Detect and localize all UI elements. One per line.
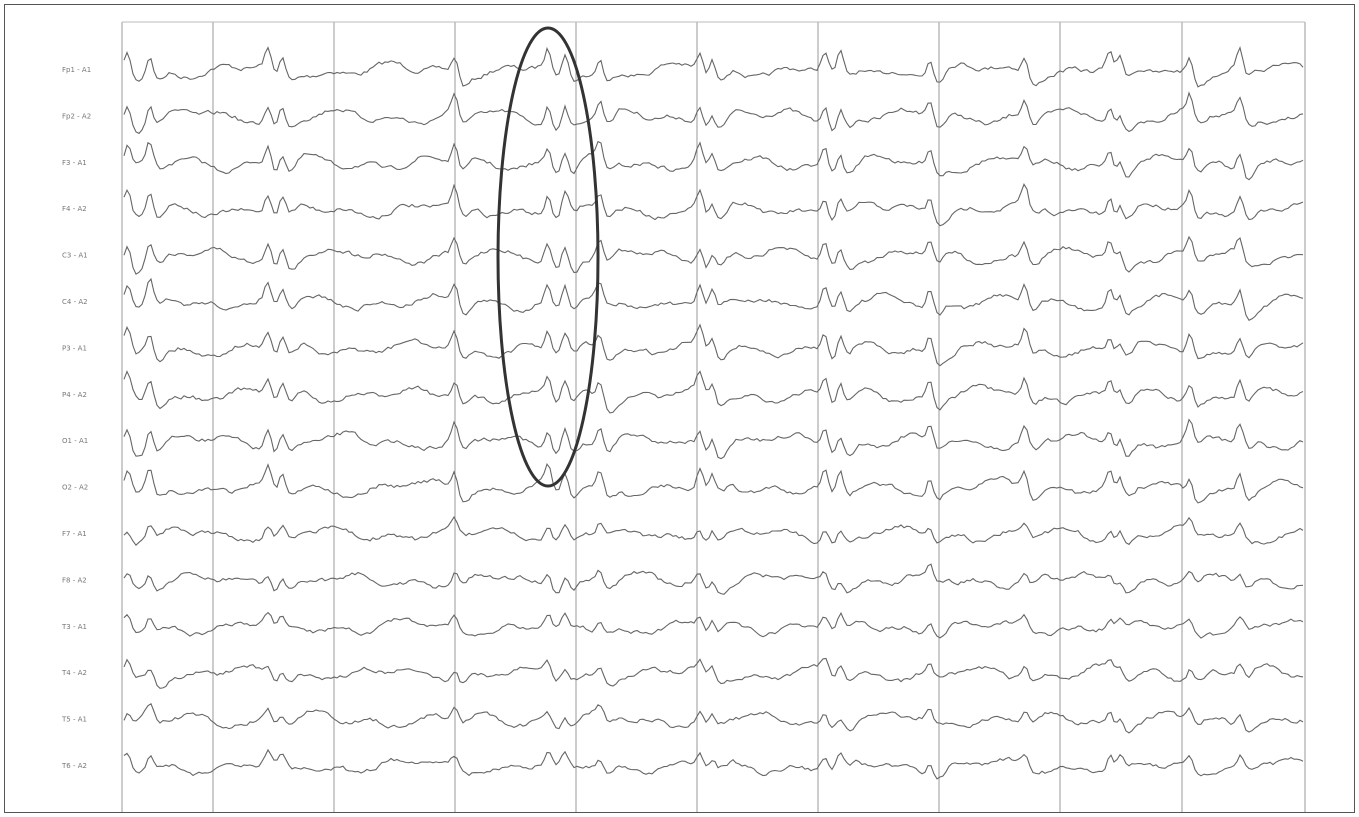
channel-labels: Fp1 - A1 Fp2 - A2 F3 - A1 F4 - A2 C3 - A1 C4 … bbox=[61, 66, 91, 770]
channel-label: T5 - A1 bbox=[61, 716, 87, 724]
channel-label: F4 - A2 bbox=[62, 205, 87, 213]
channel-label: F3 - A1 bbox=[62, 159, 87, 167]
eeg-trace bbox=[123, 370, 1304, 414]
eeg-trace bbox=[123, 563, 1304, 595]
eeg-trace bbox=[123, 91, 1304, 135]
channel-label: O2 - A2 bbox=[62, 484, 88, 492]
eeg-trace bbox=[123, 748, 1304, 780]
traces bbox=[123, 45, 1304, 780]
channel-label: P4 - A2 bbox=[62, 391, 87, 399]
channel-label: P3 - A1 bbox=[62, 344, 87, 352]
eeg-trace bbox=[123, 235, 1304, 275]
eeg-trace bbox=[123, 323, 1304, 367]
eeg-trace bbox=[123, 516, 1304, 547]
channel-label: C4 - A2 bbox=[62, 298, 88, 306]
channel-label: C3 - A1 bbox=[62, 252, 88, 260]
highlight-ellipse bbox=[496, 26, 600, 488]
channel-label: F8 - A2 bbox=[62, 576, 87, 584]
frame bbox=[4, 4, 1355, 813]
eeg-trace bbox=[123, 463, 1304, 504]
channel-label: Fp2 - A2 bbox=[62, 112, 91, 120]
channel-label: F7 - A1 bbox=[62, 530, 87, 538]
eeg-trace bbox=[123, 183, 1304, 227]
eeg-trace bbox=[123, 45, 1304, 88]
eeg-trace bbox=[123, 140, 1304, 181]
eeg-trace bbox=[123, 657, 1304, 689]
channel-label: T3 - A1 bbox=[61, 623, 87, 631]
channel-label: T6 - A2 bbox=[61, 762, 87, 770]
channel-label: O1 - A1 bbox=[62, 437, 88, 445]
eeg-trace bbox=[123, 702, 1304, 734]
eeg-trace bbox=[123, 611, 1304, 639]
channel-label: Fp1 - A1 bbox=[62, 66, 91, 74]
channel-label: T4 - A2 bbox=[61, 669, 87, 677]
eeg-trace bbox=[123, 277, 1304, 322]
eeg-trace bbox=[123, 418, 1304, 460]
